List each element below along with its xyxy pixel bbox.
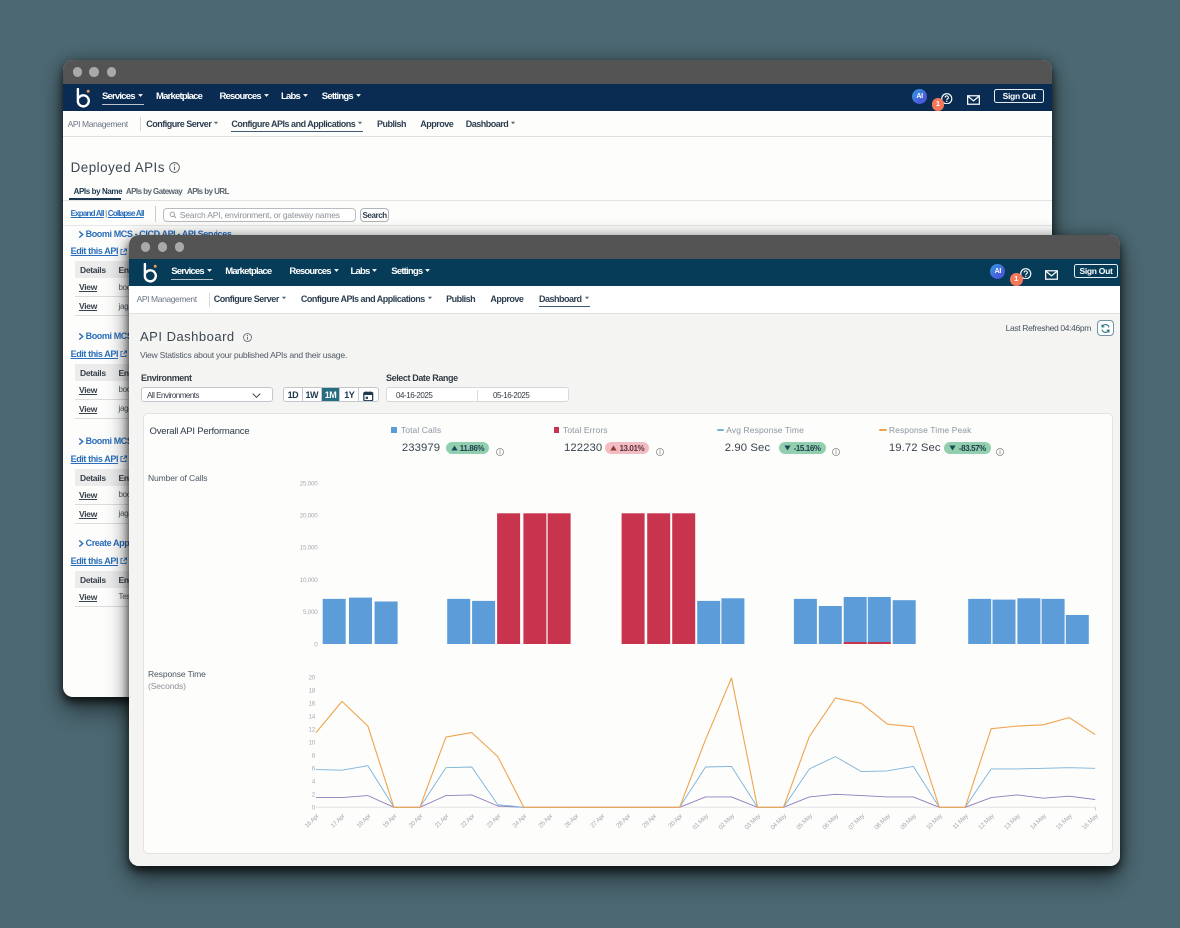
svg-text:25 Apr: 25 Apr: [537, 813, 554, 830]
svg-text:2: 2: [312, 792, 316, 799]
svg-text:12: 12: [308, 727, 315, 734]
svg-text:14: 14: [308, 714, 315, 721]
svg-text:15 May: 15 May: [1055, 812, 1074, 831]
svg-text:20: 20: [308, 675, 315, 682]
svg-text:20 Apr: 20 Apr: [408, 813, 425, 830]
svg-text:18: 18: [308, 688, 315, 695]
svg-text:06 May: 06 May: [821, 812, 840, 831]
svg-text:24 Apr: 24 Apr: [511, 813, 528, 830]
svg-text:5,000: 5,000: [303, 609, 318, 616]
svg-text:30 Apr: 30 Apr: [667, 813, 684, 830]
svg-text:02 May: 02 May: [717, 812, 736, 831]
svg-text:0: 0: [314, 641, 318, 648]
svg-text:28 Apr: 28 Apr: [615, 813, 632, 830]
svg-text:16 May: 16 May: [1081, 812, 1100, 831]
svg-text:0: 0: [312, 805, 316, 812]
svg-text:12 May: 12 May: [977, 812, 996, 831]
svg-text:19 Apr: 19 Apr: [382, 813, 399, 830]
svg-text:29 Apr: 29 Apr: [641, 813, 658, 830]
svg-text:04 May: 04 May: [769, 812, 788, 831]
svg-text:08 May: 08 May: [873, 812, 892, 831]
svg-text:22 Apr: 22 Apr: [459, 813, 476, 830]
svg-text:6: 6: [312, 766, 316, 773]
svg-text:11 May: 11 May: [951, 812, 970, 831]
svg-text:07 May: 07 May: [847, 812, 866, 831]
svg-text:10 May: 10 May: [925, 812, 944, 831]
svg-text:20,000: 20,000: [300, 513, 319, 520]
svg-text:03 May: 03 May: [743, 812, 762, 831]
svg-text:10: 10: [308, 740, 315, 747]
svg-text:10,000: 10,000: [300, 577, 319, 584]
svg-text:26 Apr: 26 Apr: [563, 813, 580, 830]
svg-text:25,000: 25,000: [300, 480, 319, 487]
svg-text:01 May: 01 May: [691, 812, 710, 831]
svg-text:17 Apr: 17 Apr: [330, 813, 347, 830]
svg-text:13 May: 13 May: [1003, 812, 1022, 831]
svg-text:21 Apr: 21 Apr: [434, 813, 451, 830]
svg-text:09 May: 09 May: [899, 812, 918, 831]
svg-text:15,000: 15,000: [300, 545, 319, 552]
svg-text:16: 16: [308, 701, 315, 708]
svg-text:27 Apr: 27 Apr: [589, 813, 606, 830]
svg-text:4: 4: [312, 779, 316, 786]
svg-text:18 Apr: 18 Apr: [356, 813, 373, 830]
svg-text:8: 8: [312, 753, 316, 760]
svg-text:05 May: 05 May: [795, 812, 814, 831]
svg-text:23 Apr: 23 Apr: [485, 813, 502, 830]
svg-text:14 May: 14 May: [1029, 812, 1048, 831]
svg-text:16 Apr: 16 Apr: [304, 813, 321, 830]
